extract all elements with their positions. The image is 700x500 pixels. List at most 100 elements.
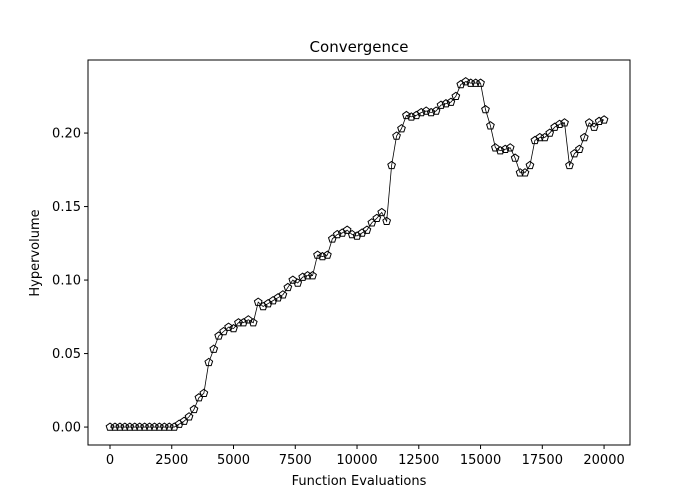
- marker: [594, 116, 604, 126]
- marker: [352, 231, 362, 240]
- marker: [327, 234, 337, 243]
- marker: [367, 218, 377, 227]
- marker: [416, 107, 426, 117]
- marker: [174, 419, 184, 428]
- marker: [471, 78, 480, 87]
- marker: [140, 422, 149, 431]
- marker: [243, 315, 253, 324]
- marker: [204, 357, 214, 367]
- marker: [110, 422, 120, 431]
- marker: [125, 422, 135, 431]
- chart-title: Convergence: [310, 38, 409, 56]
- marker: [451, 91, 461, 101]
- marker: [466, 78, 476, 87]
- marker: [135, 422, 145, 431]
- marker: [155, 422, 164, 431]
- marker: [490, 143, 500, 152]
- y-tick-label: 0.20: [52, 127, 81, 142]
- x-tick-label: 15000: [460, 453, 501, 468]
- y-tick-label: 0.10: [52, 274, 81, 289]
- marker: [150, 422, 159, 431]
- marker: [436, 100, 446, 109]
- marker: [589, 122, 599, 131]
- marker: [130, 422, 140, 431]
- marker: [357, 228, 367, 237]
- marker: [229, 323, 238, 333]
- marker: [159, 422, 169, 431]
- marker: [115, 422, 125, 431]
- marker: [574, 144, 584, 153]
- marker: [456, 79, 466, 89]
- marker: [486, 121, 495, 130]
- marker: [283, 282, 293, 292]
- marker: [535, 132, 545, 142]
- x-tick-label: 0: [106, 453, 114, 468]
- marker: [377, 207, 387, 217]
- marker: [382, 216, 392, 225]
- marker: [540, 132, 550, 142]
- marker: [234, 318, 243, 327]
- marker: [500, 144, 510, 153]
- marker: [248, 318, 258, 327]
- marker: [278, 290, 288, 299]
- marker: [481, 104, 490, 114]
- marker: [194, 393, 204, 402]
- marker: [184, 412, 194, 421]
- marker: [411, 110, 421, 120]
- marker: [560, 118, 569, 127]
- x-tick-label: 7500: [279, 453, 312, 468]
- marker: [570, 149, 579, 158]
- marker: [308, 271, 317, 280]
- marker: [510, 153, 520, 162]
- marker: [555, 119, 564, 128]
- marker: [238, 318, 248, 327]
- x-tick-label: 5000: [217, 453, 250, 468]
- marker: [362, 225, 372, 234]
- plot-frame: [87, 59, 631, 446]
- x-axis-label: Function Evaluations: [292, 474, 427, 489]
- marker: [164, 422, 174, 431]
- marker: [387, 160, 397, 170]
- marker: [258, 301, 268, 311]
- y-axis-label: Hypervolume: [28, 209, 43, 296]
- marker: [545, 128, 555, 137]
- marker: [268, 296, 278, 305]
- marker: [550, 122, 560, 131]
- marker: [530, 135, 540, 145]
- x-tick-label: 10000: [336, 453, 377, 468]
- marker: [599, 115, 609, 124]
- marker: [392, 131, 401, 140]
- y-tick-label: 0.00: [52, 421, 81, 436]
- marker: [342, 225, 352, 234]
- marker: [372, 213, 382, 223]
- marker: [273, 293, 283, 302]
- marker: [584, 118, 594, 127]
- marker: [145, 422, 154, 431]
- marker: [318, 251, 327, 261]
- x-tick-label: 17500: [522, 453, 563, 468]
- marker: [431, 106, 441, 115]
- marker: [293, 278, 303, 287]
- marker: [446, 97, 456, 106]
- marker: [525, 160, 535, 170]
- marker: [214, 331, 224, 340]
- x-tick-label: 20000: [583, 453, 624, 468]
- marker: [120, 422, 130, 431]
- y-tick-label: 0.05: [52, 347, 81, 362]
- marker: [406, 112, 416, 121]
- marker: [253, 297, 263, 306]
- marker: [219, 326, 229, 336]
- marker: [263, 298, 273, 308]
- marker: [189, 404, 199, 414]
- marker: [169, 422, 179, 431]
- marker: [105, 422, 115, 431]
- marker: [199, 388, 209, 397]
- marker: [288, 275, 298, 284]
- marker: [332, 229, 342, 239]
- marker: [495, 146, 505, 155]
- marker: [209, 344, 219, 353]
- marker: [397, 124, 406, 133]
- marker: [441, 99, 451, 108]
- marker: [565, 160, 574, 170]
